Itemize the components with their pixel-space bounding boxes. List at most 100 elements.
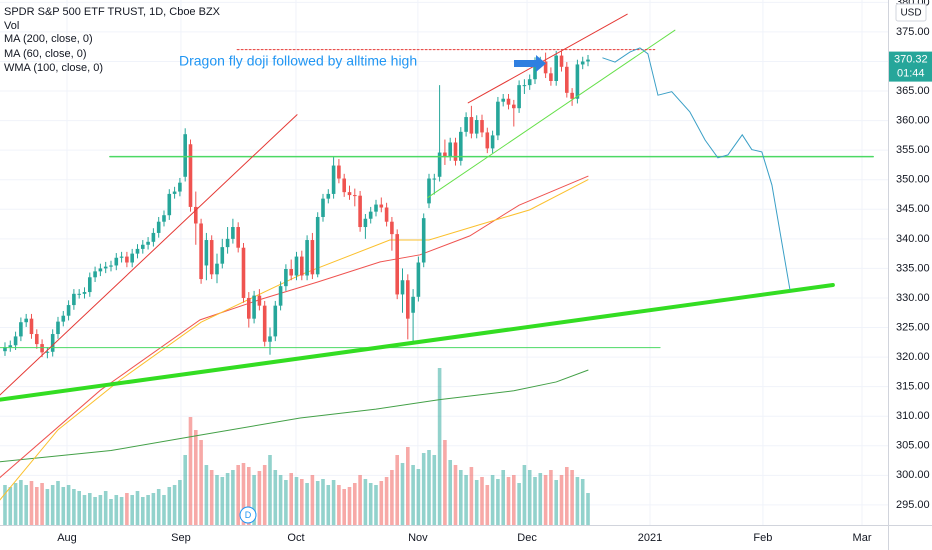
volume-bar	[109, 499, 113, 525]
candle-body	[453, 142, 458, 161]
volume-bar	[352, 483, 357, 525]
candle-body	[459, 131, 463, 161]
y-tick-label: 310.00	[896, 410, 930, 422]
volume-bar	[421, 453, 426, 525]
candle-body	[50, 334, 55, 352]
candle-body	[209, 240, 214, 275]
volume-bar	[310, 475, 315, 525]
candle-body	[135, 248, 140, 254]
volume-bar	[61, 487, 66, 525]
trend-line	[0, 282, 835, 402]
volume-bar	[374, 485, 378, 525]
y-tick-label: 355.00	[896, 144, 930, 156]
candle-body	[204, 240, 209, 266]
last-price-box	[889, 51, 932, 82]
volume-bar	[496, 479, 500, 525]
candle-body	[326, 193, 331, 199]
volume-bar	[485, 485, 490, 525]
candle-body	[125, 256, 129, 263]
volume-bar	[146, 495, 150, 525]
last-price-label: 370.32	[894, 54, 928, 66]
candle-body	[77, 293, 81, 295]
candle-body	[448, 142, 453, 157]
volume-bar	[368, 483, 373, 525]
candle-body	[246, 297, 251, 319]
candle-body	[29, 318, 34, 335]
volume-bar	[45, 489, 50, 525]
x-tick-label: Feb	[753, 532, 772, 544]
volume-bar	[405, 447, 410, 525]
volume-bar	[289, 473, 293, 525]
volume-bar	[98, 495, 103, 525]
candle-body	[13, 336, 18, 346]
volume-bar	[167, 487, 172, 525]
volume-bar	[103, 491, 108, 525]
candle-body	[337, 165, 341, 179]
volume-bar	[257, 471, 262, 525]
currency-box[interactable]	[895, 3, 927, 22]
candle-layer	[3, 50, 590, 359]
candle-body	[543, 61, 548, 74]
candle-body	[363, 218, 368, 228]
x-tick-label: Dec	[517, 532, 537, 544]
candle-body	[549, 73, 553, 81]
volume-bar	[305, 483, 309, 525]
volume-bar	[220, 477, 225, 525]
candle-body	[485, 132, 490, 149]
volume-bar	[72, 489, 76, 525]
y-tick-label: 360.00	[896, 115, 930, 127]
volume-bar	[474, 480, 479, 525]
volume-bar	[321, 479, 325, 525]
volume-bar	[66, 485, 71, 525]
countdown: 01:44	[897, 68, 925, 80]
candle-body	[432, 178, 437, 180]
volume-bar	[77, 491, 81, 525]
volume-bar	[459, 470, 463, 525]
candle-body	[61, 315, 66, 322]
volume-bar	[331, 480, 336, 525]
candle-body	[193, 206, 198, 224]
volume-bar	[130, 495, 134, 525]
volume-bar	[543, 475, 548, 525]
candle-body	[474, 120, 479, 134]
volume-bar	[384, 477, 389, 525]
volume-bar	[326, 485, 331, 525]
annotation: Dragon fly doji followed by alltime high	[179, 53, 417, 69]
volume-bar	[188, 417, 193, 525]
candle-body	[56, 321, 60, 335]
y-tick-label: 320.00	[896, 351, 930, 363]
candle-body	[172, 191, 177, 194]
candle-body	[257, 295, 262, 306]
candle-body	[512, 104, 516, 109]
volume-bar	[34, 487, 39, 525]
candle-body	[580, 61, 585, 65]
candle-body	[506, 98, 511, 105]
volume-bar	[56, 481, 60, 525]
volume-bar	[390, 470, 394, 525]
legend-entry: MA (200, close, 0)	[4, 33, 93, 45]
candle-body	[241, 247, 246, 298]
volume-bar	[517, 483, 521, 525]
candle-body	[400, 280, 405, 295]
x-tick-label: Nov	[408, 532, 428, 544]
candle-body	[278, 286, 283, 306]
legend-volume: Vol	[4, 20, 19, 32]
volume-bar	[246, 467, 251, 525]
candle-body	[522, 85, 527, 87]
candle-body	[146, 241, 150, 245]
volume-bar	[225, 473, 230, 525]
y-tick-label: 325.00	[896, 321, 930, 333]
candle-body	[8, 345, 13, 348]
dividend-marker[interactable]	[239, 506, 257, 524]
candle-body	[405, 280, 410, 319]
y-tick-label: 295.00	[896, 499, 930, 511]
candle-body	[72, 293, 76, 306]
candle-body	[352, 195, 357, 197]
volume-bar	[580, 479, 585, 525]
volume-bar	[427, 450, 431, 525]
x-tick-label: Mar	[853, 532, 872, 544]
volume-bar	[29, 481, 34, 525]
candle-body	[162, 215, 166, 222]
